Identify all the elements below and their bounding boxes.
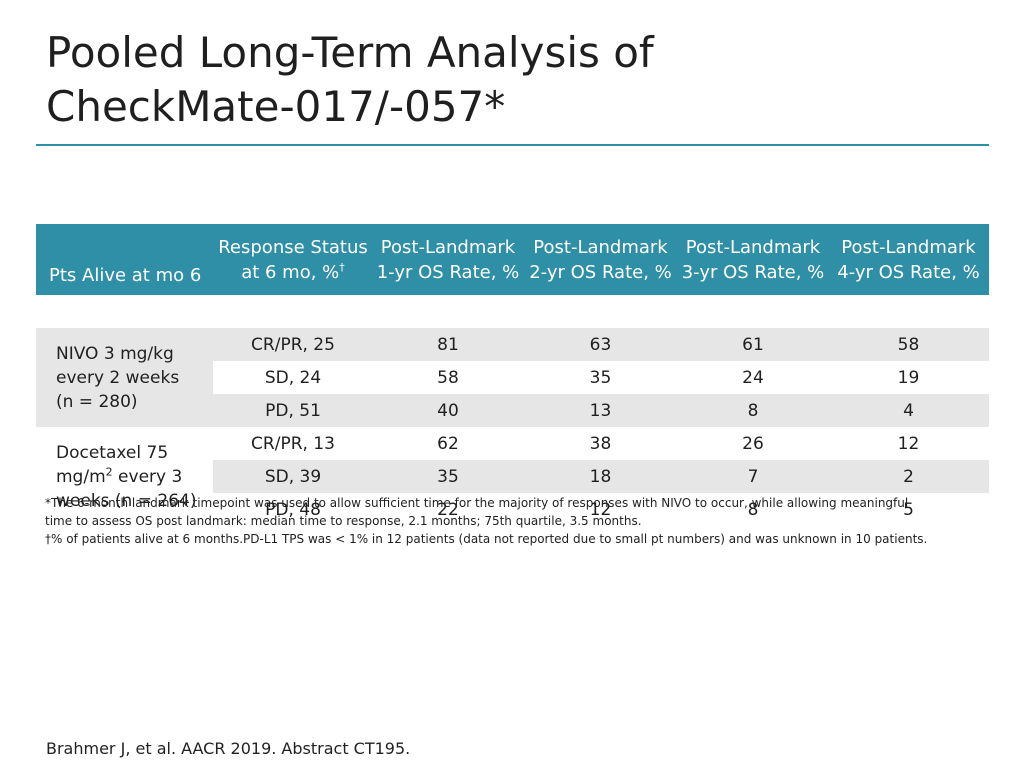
cell-3yr: 24 <box>742 367 764 388</box>
cell-1yr: 58 <box>437 367 459 388</box>
table-row: Docetaxel 75 mg/m2 every 3 weeks (n = 26… <box>36 427 989 511</box>
cell-4yr: 4 <box>828 394 989 427</box>
cell-status: CR/PR, 25 <box>213 328 373 361</box>
header-response-status: Response Status at 6 mo, %† <box>213 224 373 295</box>
cell-4yr: 2 <box>828 460 989 493</box>
cell-3yr: 8 <box>747 499 759 520</box>
citation: Brahmer J, et al. AACR 2019. Abstract CT… <box>46 739 411 758</box>
cell-3yr: 61 <box>678 328 828 361</box>
cell-1yr: 62 <box>437 433 459 454</box>
table-row: PD, 48 22 12 8 5 <box>36 493 989 526</box>
cell-2yr: 63 <box>523 328 678 361</box>
header-4yr-os: Post-Landmark 4-yr OS Rate, % <box>828 224 989 295</box>
table-row: NIVO 3 mg/kg every 2 weeks (n = 280) CR/… <box>36 328 989 427</box>
cell-status: PD, 48 <box>265 499 321 520</box>
cell-1yr: 35 <box>373 460 523 493</box>
header-2yr-os: Post-Landmark 2-yr OS Rate, % <box>523 224 678 295</box>
table-row: SD, 39 35 18 7 2 <box>36 460 989 493</box>
cell-3yr: 8 <box>678 394 828 427</box>
group-label-nivo: NIVO 3 mg/kg every 2 weeks (n = 280) <box>36 328 213 427</box>
cell-2yr: 35 <box>589 367 612 388</box>
header-pts-alive: Pts Alive at mo 6 <box>36 224 213 295</box>
footnotes: *The 6-month landmark timepoint was used… <box>45 494 975 548</box>
cell-status: PD, 51 <box>213 394 373 427</box>
header-1yr-os: Post-Landmark 1-yr OS Rate, % <box>373 224 523 295</box>
header-3yr-os: Post-Landmark 3-yr OS Rate, % <box>678 224 828 295</box>
footnote-line-1: *The 6-month landmark timepoint was used… <box>45 496 909 510</box>
slide-title-line-2: CheckMate-017/-057* <box>46 82 506 131</box>
cell-3yr: 7 <box>678 460 828 493</box>
footnote-line-3: †% of patients alive at 6 months.PD-L1 T… <box>45 532 928 546</box>
cell-4yr: 5 <box>903 499 914 520</box>
cell-4yr: 19 <box>897 367 920 388</box>
cell-2yr: 18 <box>523 460 678 493</box>
cell-3yr: 26 <box>742 433 764 454</box>
table-header-row: Pts Alive at mo 6 Response Status at 6 m… <box>36 224 989 295</box>
cell-1yr: 22 <box>437 499 459 520</box>
group-label-docetaxel: Docetaxel 75 mg/m2 every 3 weeks (n = 26… <box>56 442 197 511</box>
table-row: PD, 51 40 13 8 4 <box>36 394 989 427</box>
os-rate-table: Pts Alive at mo 6 Response Status at 6 m… <box>36 224 989 526</box>
cell-1yr: 81 <box>373 328 523 361</box>
cell-4yr: 58 <box>828 328 989 361</box>
cell-status: CR/PR, 13 <box>251 433 335 454</box>
cell-2yr: 38 <box>589 433 612 454</box>
cell-2yr: 12 <box>589 499 612 520</box>
cell-2yr: 13 <box>523 394 678 427</box>
cell-status: SD, 24 <box>264 367 322 388</box>
slide-title-line-1: Pooled Long-Term Analysis of <box>46 28 654 77</box>
cell-4yr: 12 <box>897 433 920 454</box>
cell-1yr: 40 <box>373 394 523 427</box>
footnote-line-2: time to assess OS post landmark: median … <box>45 514 642 528</box>
slide-title: Pooled Long-Term Analysis of CheckMate-0… <box>46 26 946 134</box>
table-row: SD, 24 58 35 24 19 <box>36 361 989 394</box>
title-divider <box>36 144 989 146</box>
cell-status: SD, 39 <box>213 460 373 493</box>
